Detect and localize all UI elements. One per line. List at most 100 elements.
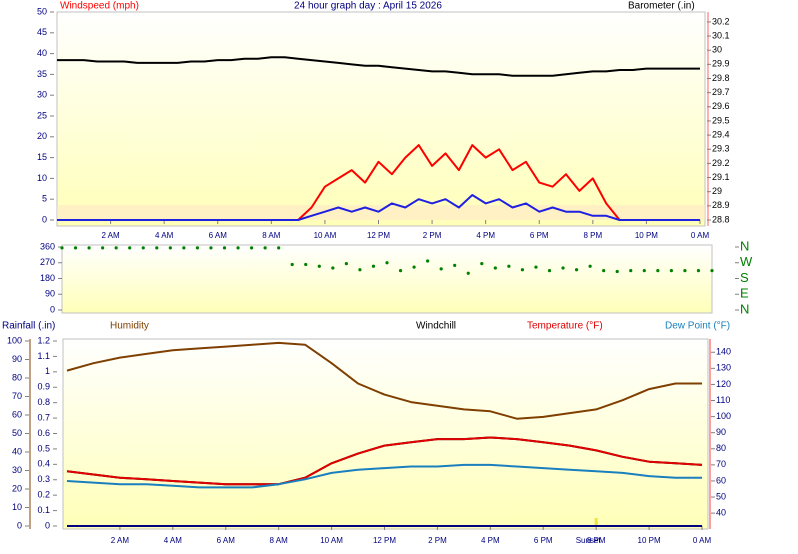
wind-panel — [56, 11, 706, 227]
direction-point — [155, 246, 159, 250]
x-tick-label: 6 AM — [209, 231, 228, 240]
y2-tick-label: E — [740, 286, 749, 301]
y-tick-label: 60 — [12, 409, 22, 419]
y-tick-label: 20 — [12, 483, 22, 493]
x-tick-label: 0 AM — [691, 231, 710, 240]
direction-point — [60, 246, 64, 250]
y2-tick-label: 29.6 — [712, 101, 730, 111]
y2-tick-label: 29.5 — [712, 115, 730, 125]
y3-tick-label: 0.7 — [37, 412, 50, 422]
direction-point — [331, 266, 335, 270]
y2-tick-label: 29.9 — [712, 59, 730, 69]
direction-point — [317, 264, 321, 268]
y2-tick-label: 30.1 — [712, 30, 730, 40]
x-tick-label: 12 PM — [373, 536, 396, 545]
temperature-panel — [62, 338, 709, 530]
y2-tick-label: 29 — [712, 186, 722, 196]
y2-tick-label: 40 — [716, 508, 726, 518]
x-tick-label: 12 PM — [367, 231, 390, 240]
y2-tick-label: 130 — [716, 363, 731, 373]
direction-point — [534, 265, 538, 269]
x-tick-label: 6 AM — [217, 536, 236, 545]
y2-tick-label: 70 — [716, 459, 726, 469]
x-tick-label: 4 AM — [155, 231, 174, 240]
direction-point — [412, 265, 416, 269]
direction-point — [114, 246, 118, 250]
direction-point — [101, 246, 105, 250]
y-tick-label: 25 — [37, 110, 47, 120]
direction-point — [249, 246, 254, 250]
x-tick-label: 4 AM — [164, 536, 183, 545]
y-tick-label: 40 — [12, 446, 22, 456]
y2-tick-label: 100 — [716, 411, 731, 421]
y2-tick-label: N — [740, 238, 749, 253]
x-tick-label: 10 AM — [314, 231, 337, 240]
y-tick-label: 50 — [12, 428, 22, 438]
y2-tick-label: 29.2 — [712, 158, 730, 168]
y3-tick-label: 0.5 — [37, 443, 50, 453]
direction-point — [520, 268, 525, 272]
direction-point — [398, 269, 403, 273]
y2-tick-label: 80 — [716, 443, 726, 453]
direction-point — [480, 262, 484, 266]
y2-tick-label: S — [740, 270, 749, 285]
x-tick-label: 6 PM — [530, 231, 549, 240]
direction-point — [629, 269, 633, 273]
y-tick-label: 35 — [37, 69, 47, 79]
direction-point — [547, 269, 552, 273]
y-tick-label: 10 — [12, 502, 22, 512]
direction-point — [182, 246, 186, 250]
y-tick-label: 0 — [50, 304, 55, 314]
legend-label: Barometer (.in) — [628, 1, 695, 12]
direction-point — [128, 246, 132, 250]
x-tick-label: 4 PM — [476, 231, 495, 240]
x-tick-label: 2 AM — [111, 536, 130, 545]
direction-point — [141, 246, 145, 250]
direction-point — [710, 269, 714, 273]
legend-label: Humidity — [110, 321, 149, 332]
y2-tick-label: 120 — [716, 379, 731, 389]
legend-label: Dew Point (°F) — [665, 321, 730, 332]
y-tick-label: 40 — [37, 48, 47, 58]
y2-tick-label: 30 — [712, 45, 722, 55]
x-tick-label: 4 PM — [481, 536, 500, 545]
direction-point — [304, 262, 308, 267]
y2-tick-label: 28.9 — [712, 200, 730, 210]
direction-point — [290, 262, 294, 267]
direction-point — [222, 246, 227, 250]
direction-point — [426, 259, 430, 263]
series-line — [66, 341, 702, 420]
x-tick-label: 0 AM — [693, 536, 712, 545]
series-line — [57, 194, 700, 221]
direction-point — [209, 246, 213, 250]
y-tick-label: 270 — [40, 257, 55, 267]
direction-point — [73, 246, 78, 250]
y2-tick-label: 29.8 — [712, 73, 730, 83]
direction-point — [371, 264, 376, 268]
series-line — [66, 463, 702, 489]
legend-label: Windchill — [416, 321, 456, 332]
y3-tick-label: 1.2 — [37, 335, 50, 345]
y2-tick-label: 29.4 — [712, 129, 730, 139]
annotation: Sunset — [576, 536, 602, 545]
y-tick-label: 0 — [17, 520, 22, 530]
direction-point — [683, 269, 687, 273]
legend-label: Temperature (°F) — [527, 321, 603, 332]
x-tick-label: 2 AM — [101, 231, 120, 240]
y2-tick-label: 29.1 — [712, 172, 730, 182]
y3-tick-label: 0.4 — [37, 459, 50, 469]
y-tick-label: 0 — [42, 214, 47, 224]
y3-tick-label: 0.3 — [37, 474, 50, 484]
direction-point — [656, 269, 660, 273]
y2-tick-label: 110 — [716, 395, 730, 405]
y-tick-label: 360 — [40, 241, 55, 251]
direction-point — [642, 269, 646, 273]
x-tick-label: 2 PM — [428, 536, 447, 545]
wind-panel-band — [57, 205, 705, 220]
y-tick-label: 90 — [45, 289, 55, 299]
y-tick-label: 30 — [12, 465, 22, 475]
y3-tick-label: 0.1 — [37, 505, 50, 515]
direction-point — [696, 269, 701, 273]
